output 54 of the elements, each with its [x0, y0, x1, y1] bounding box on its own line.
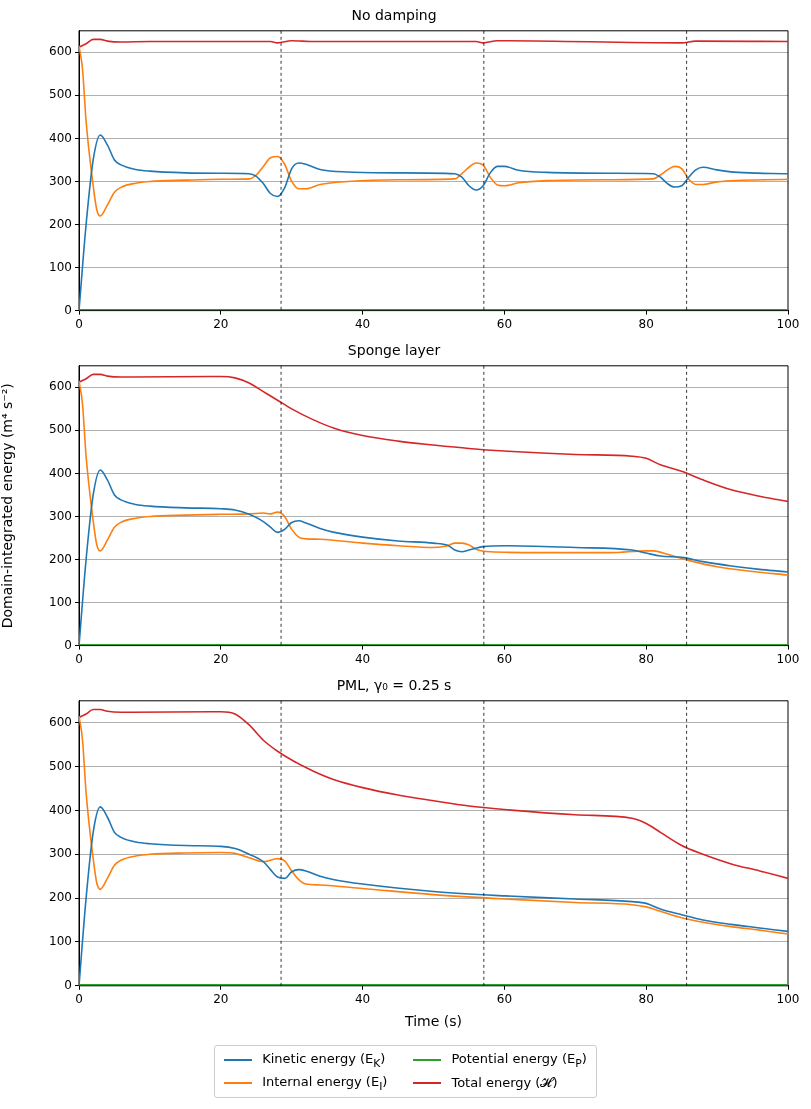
chart-title: No damping [351, 7, 437, 24]
x-tick-label: 20 [213, 651, 229, 666]
chart-title: PML, γ₀ = 0.25 s [336, 677, 452, 694]
x-tick-label: 60 [496, 651, 513, 666]
y-tick-label: 400 [49, 465, 72, 480]
legend-label: Internal energy (E$_{I}$) [262, 1073, 388, 1093]
y-tick-label: 200 [49, 551, 72, 566]
x-tick-label: 20 [213, 992, 229, 1007]
legend-label: Potential energy (E$_{P}$) [451, 1051, 587, 1070]
legend-label: Total energy (𝓗) [451, 1074, 558, 1091]
y-tick-label: 400 [49, 130, 72, 145]
x-tick-label: 20 [213, 316, 229, 331]
y-tick-label: 500 [49, 422, 72, 437]
y-axis-title: Domain-integrated energy (m⁴ s⁻²) [0, 383, 16, 629]
x-tick-label: 80 [638, 651, 654, 666]
x-tick-label: 80 [638, 992, 654, 1007]
y-tick-label: 100 [49, 259, 72, 274]
x-tick-label: 40 [354, 992, 371, 1007]
y-tick-label: 0 [64, 302, 72, 317]
x-tick-label: 0 [75, 992, 83, 1007]
x-tick-label: 100 [776, 316, 800, 331]
x-tick-label: 60 [496, 992, 513, 1007]
x-tick-label: 0 [75, 316, 83, 331]
y-tick-label: 600 [49, 44, 72, 59]
y-tick-label: 600 [49, 379, 72, 394]
x-tick-label: 40 [354, 316, 371, 331]
line-series [79, 373, 788, 503]
x-axis-title: Time (s) [404, 1013, 462, 1030]
chart-title: Sponge layer [347, 342, 441, 359]
y-tick-label: 400 [49, 802, 72, 817]
x-tick-label: 0 [75, 651, 83, 666]
y-tick-label: 100 [49, 594, 72, 609]
y-tick-label: 0 [64, 637, 72, 652]
x-tick-label: 100 [776, 992, 800, 1007]
line-series [79, 45, 788, 217]
y-tick-label: 300 [49, 508, 72, 523]
x-tick-label: 40 [354, 651, 371, 666]
y-tick-label: 300 [49, 173, 72, 188]
y-tick-label: 500 [49, 758, 72, 773]
y-tick-label: 100 [49, 934, 72, 949]
line-series [79, 715, 788, 935]
line-series [79, 708, 788, 880]
y-tick-label: 200 [49, 890, 72, 905]
line-series [79, 38, 788, 48]
y-tick-label: 300 [49, 846, 72, 861]
x-tick-label: 60 [496, 316, 513, 331]
y-tick-label: 500 [49, 87, 72, 102]
line-series [79, 380, 788, 576]
y-tick-label: 600 [49, 714, 72, 729]
x-tick-label: 80 [638, 316, 654, 331]
y-tick-label: 0 [64, 977, 72, 992]
legend-label: Kinetic energy (E$_{K}$) [262, 1051, 386, 1070]
x-tick-label: 100 [776, 651, 800, 666]
y-tick-label: 200 [49, 216, 72, 231]
